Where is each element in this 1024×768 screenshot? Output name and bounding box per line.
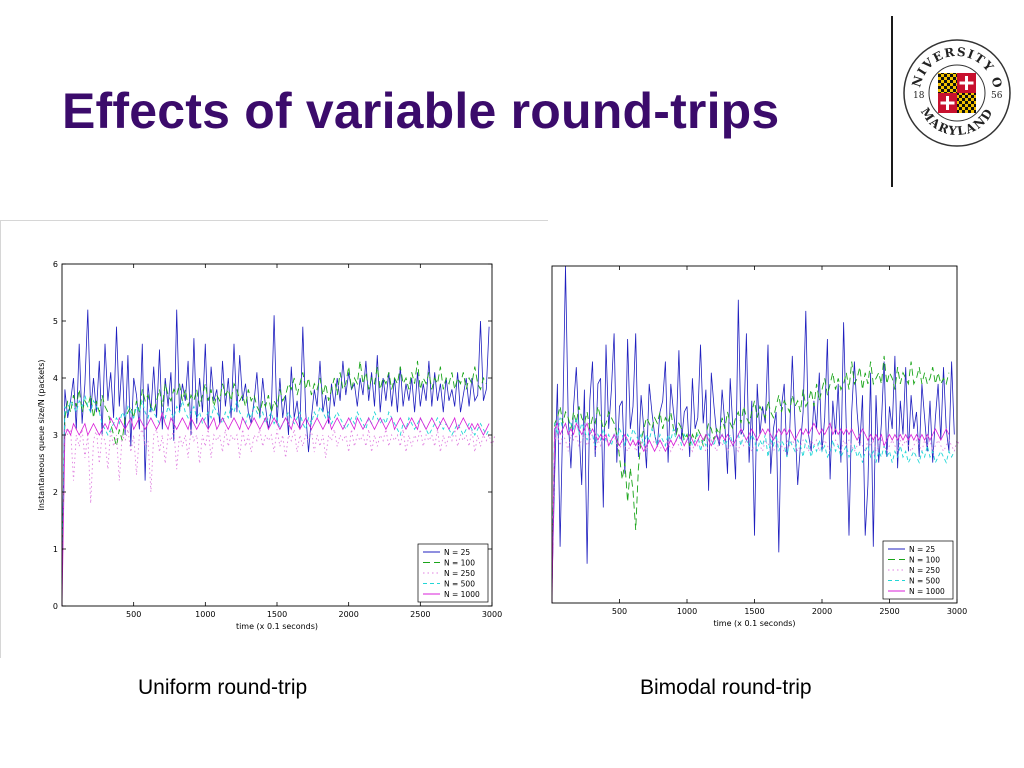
y-tick-label: 0 <box>53 602 58 611</box>
x-tick-label: 1000 <box>677 607 697 616</box>
legend-label: N = 1000 <box>909 587 945 596</box>
university-seal-logo: UNIVERSITY OF MARYLAND 18 56 <box>902 38 1011 147</box>
series-line-100 <box>61 360 487 584</box>
legend-box <box>417 543 489 603</box>
chart-frame-top-rule <box>0 220 548 221</box>
legend-label: N = 100 <box>909 556 940 565</box>
series-line-25 <box>551 265 955 587</box>
series-line-500 <box>551 417 955 587</box>
series-line-25 <box>61 309 490 578</box>
legend-box <box>882 540 954 600</box>
x-tick-label: 500 <box>126 610 141 619</box>
y-tick-label: 1 <box>53 545 58 554</box>
x-axis-label: time (x 0.1 seconds) <box>236 622 318 631</box>
legend-label: N = 500 <box>444 580 475 589</box>
series-line-100 <box>551 355 950 581</box>
maryland-flag-emblem <box>938 73 976 113</box>
series-line-1000 <box>61 412 490 607</box>
caption-uniform: Uniform round-trip <box>138 676 308 699</box>
x-tick-label: 500 <box>612 607 627 616</box>
legend-label: N = 100 <box>444 559 475 568</box>
x-axis-label: time (x 0.1 seconds) <box>713 619 795 628</box>
caption-bimodal: Bimodal round-trip <box>640 676 812 699</box>
series-line-250 <box>61 423 496 589</box>
legend-label: N = 500 <box>909 577 940 586</box>
page-title: Effects of variable round-trips <box>62 83 780 139</box>
x-tick-label: 1500 <box>267 610 287 619</box>
y-tick-label: 5 <box>53 317 58 326</box>
x-tick-label: 1500 <box>744 607 764 616</box>
series-line-500 <box>61 394 490 584</box>
legend-label: N = 25 <box>444 548 470 557</box>
x-tick-label: 2500 <box>879 607 899 616</box>
uniform-round-trip-chart: 500 1000 1500 2000 2500 3000 0 1 2 3 4 5 6 time (x 0.… <box>37 260 502 631</box>
x-tick-label: 3000 <box>482 610 502 619</box>
y-tick-label: 4 <box>53 374 58 383</box>
bimodal-round-trip-chart: 500 1000 1500 2000 2500 3000 time (x 0.1 secon… <box>551 265 967 628</box>
series-line-1000 <box>551 422 950 604</box>
x-tick-label: 1000 <box>195 610 215 619</box>
legend-label: N = 1000 <box>444 590 480 599</box>
y-tick-label: 2 <box>53 488 58 497</box>
seal-year-left: 18 <box>913 91 925 101</box>
y-axis-label: Instantaneous queue size/N (packets) <box>37 360 46 511</box>
seal-year-right: 56 <box>991 91 1003 101</box>
legend-label: N = 250 <box>909 566 940 575</box>
x-tick-label: 2500 <box>410 610 430 619</box>
header-divider <box>891 16 893 187</box>
x-tick-label: 2000 <box>812 607 832 616</box>
legend-label: N = 250 <box>444 569 475 578</box>
chart-frame-left-rule <box>0 221 1 658</box>
x-tick-label: 2000 <box>338 610 358 619</box>
y-tick-label: 6 <box>53 260 58 269</box>
x-tick-label: 3000 <box>947 607 967 616</box>
y-tick-label: 3 <box>53 431 58 440</box>
legend-label: N = 25 <box>909 545 935 554</box>
